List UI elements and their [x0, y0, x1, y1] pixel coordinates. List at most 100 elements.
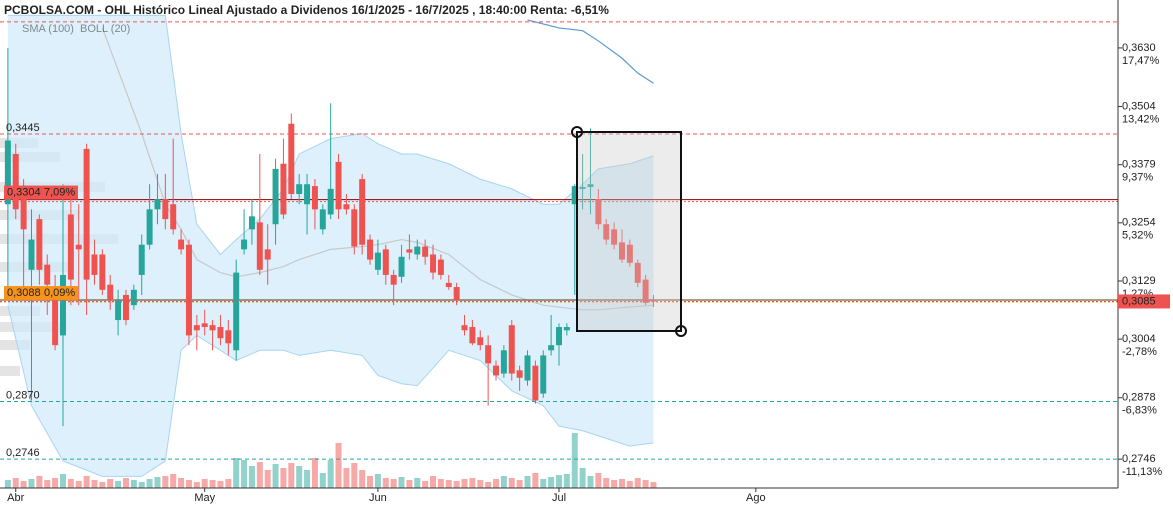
y-tick-label: 0,3004: [1122, 333, 1156, 345]
volume-bar: [44, 480, 51, 488]
volume-bar: [359, 470, 366, 488]
level-label: 0,2870: [6, 389, 40, 401]
volume-bar: [59, 474, 66, 488]
candle-body: [288, 123, 295, 194]
y-tick-change: -6,83%: [1122, 405, 1157, 417]
volume-bar: [587, 476, 594, 488]
volume-bar: [406, 480, 413, 488]
volume-bar: [185, 480, 192, 488]
candle-body: [343, 204, 350, 210]
price-tag-box: [4, 185, 78, 200]
volume-bar: [248, 466, 255, 488]
candle-body: [563, 327, 570, 331]
volume-bar: [264, 470, 271, 488]
candle-body: [99, 254, 106, 290]
y-tick-label: 0,2746: [1122, 453, 1156, 465]
plot-area: [0, 14, 1118, 488]
volume-bar: [162, 476, 169, 488]
volume-bar: [611, 480, 618, 488]
volume-bar: [130, 480, 137, 488]
candle-body: [634, 262, 641, 283]
y-tick-change: -11,13%: [1122, 466, 1162, 478]
volume-bar: [241, 460, 248, 488]
candle-body: [296, 184, 303, 194]
volume-bar: [382, 478, 389, 488]
volume-bar: [52, 478, 59, 488]
price-tag-label: 0,3088: [7, 287, 41, 299]
volume-bar: [461, 479, 468, 488]
candle-body: [36, 219, 43, 270]
volume-bar: [508, 478, 515, 488]
volume-bar: [500, 476, 507, 488]
y-tick-change: -2,78%: [1122, 346, 1157, 358]
level-label: 0,2746: [6, 447, 40, 459]
volume-bar: [524, 476, 531, 488]
volume-bar: [540, 479, 547, 488]
candle-body: [241, 239, 248, 250]
volume-bar: [154, 477, 161, 488]
volume-bar: [28, 479, 35, 488]
x-tick-label: Abr: [7, 492, 24, 504]
volume-bar: [170, 474, 177, 488]
candle-body: [618, 242, 625, 260]
volume-bar: [469, 478, 476, 488]
candle-body: [445, 282, 452, 288]
candle-body: [20, 188, 27, 230]
candle-body: [28, 239, 35, 270]
volume-bar: [311, 458, 318, 488]
volume-bar: [36, 476, 43, 488]
volume-bar: [367, 476, 374, 488]
volume-bar: [146, 479, 153, 488]
volume-bar: [12, 478, 19, 488]
y-tick-change: 13,42%: [1122, 113, 1160, 125]
volume-bar: [280, 468, 287, 488]
candle-body: [115, 300, 122, 321]
volume-bar: [99, 482, 106, 488]
bollinger-band: [7, 15, 654, 477]
legend-sma: SMA (100): [22, 23, 74, 35]
chart-title: PCBOLSA.COM - OHL Histórico Lineal Ajust…: [4, 3, 609, 17]
volume-bar: [327, 460, 334, 488]
volume-bar: [343, 468, 350, 488]
volume-bar: [595, 473, 602, 488]
volume-bar: [430, 476, 437, 488]
candle-body: [217, 327, 224, 339]
volume-bar: [532, 473, 539, 488]
candle-body: [485, 345, 492, 364]
volume-bar: [83, 476, 90, 488]
volume-bar: [634, 478, 641, 488]
candle-body: [626, 244, 633, 263]
candle-body: [335, 161, 342, 210]
volume-bar: [335, 443, 342, 488]
candle-body: [44, 264, 51, 285]
candle-body: [493, 365, 500, 376]
volume-bar: [75, 481, 82, 488]
candle-body: [107, 284, 114, 301]
candle-body: [595, 199, 602, 225]
candle-body: [193, 325, 200, 331]
volume-bar: [138, 482, 145, 488]
candle-body: [650, 300, 657, 302]
volume-bar: [650, 482, 657, 488]
candle-body: [374, 252, 381, 270]
candle-body: [154, 199, 161, 210]
candle-body: [642, 279, 649, 303]
candle-body: [469, 327, 476, 344]
volume-bar: [225, 479, 232, 488]
candle-body: [12, 153, 19, 210]
volume-bar: [422, 481, 429, 488]
price-tag-box: [4, 286, 78, 301]
volume-bar: [122, 478, 129, 488]
volume-bar: [477, 480, 484, 488]
candle-body: [311, 186, 318, 210]
volume-bar: [256, 462, 263, 488]
volume-bar: [178, 478, 185, 488]
y-tick-label: 0,3254: [1122, 217, 1156, 229]
candle-body: [59, 274, 66, 336]
candle-body: [185, 244, 192, 336]
volume-bar: [516, 480, 523, 488]
candle-body: [540, 355, 547, 394]
candle-body: [611, 229, 618, 245]
candle-body: [264, 249, 271, 260]
